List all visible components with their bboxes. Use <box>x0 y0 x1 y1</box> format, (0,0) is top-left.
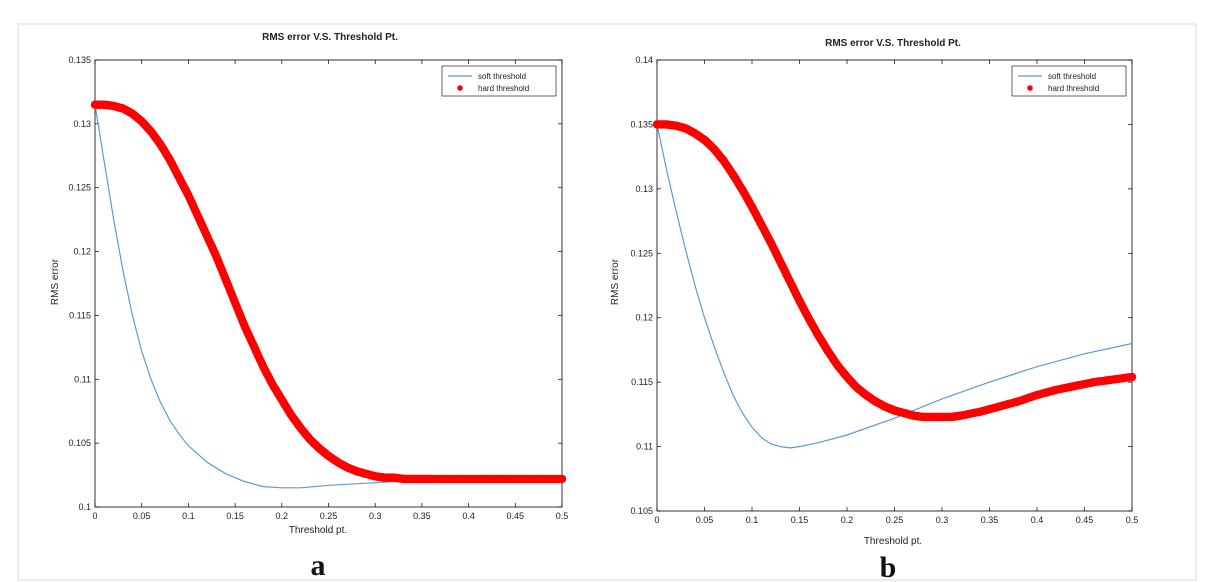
x-tick-label: 0.15 <box>791 515 809 525</box>
x-axis-label-a: Threshold pt. <box>289 525 347 536</box>
series-group-a <box>90 100 567 489</box>
legend-entry-label: soft threshold <box>478 72 526 81</box>
chart-title-a: RMS error V.S. Threshold Pt. <box>262 32 398 43</box>
y-tick-label: 0.115 <box>69 310 91 320</box>
legend-entry-label: hard threshold <box>478 84 529 93</box>
chart-title-b: RMS error V.S. Threshold Pt. <box>825 38 961 49</box>
legend-entry-label: hard threshold <box>1048 84 1099 93</box>
axis-ticks-b: 0 0.05 0.1 0.15 0.2 0.25 0.3 0.35 0.4 0.45 0.5 0.10… <box>630 55 1138 525</box>
y-tick-label: 0.135 <box>630 119 653 129</box>
x-tick-label: 0.45 <box>507 511 525 521</box>
y-axis-label-a: RMS error <box>50 258 61 305</box>
legend-box <box>441 65 557 97</box>
y-tick-label: 0.105 <box>68 438 91 448</box>
soft-threshold-line <box>94 104 562 489</box>
x-tick-label: 0.4 <box>462 511 475 521</box>
plot-area-a <box>94 59 563 508</box>
series-group-b <box>652 120 1137 449</box>
panel-letter-a: a <box>311 549 326 582</box>
x-tick-label: 0.5 <box>1126 515 1139 525</box>
x-tick-label: 0.45 <box>1076 515 1094 525</box>
y-tick-label: 0.12 <box>73 247 91 257</box>
y-tick-label: 0.11 <box>636 442 653 452</box>
legend-b: soft threshold hard threshold <box>1011 65 1127 97</box>
y-tick-label: 0.12 <box>635 313 653 323</box>
panel-letter-b: b <box>880 551 897 582</box>
x-tick-label: 0.2 <box>841 515 854 525</box>
x-tick-label: 0.1 <box>746 515 759 525</box>
x-tick-label: 0.35 <box>413 511 431 521</box>
x-tick-label: 0.4 <box>1031 515 1044 525</box>
soft-threshold-line <box>656 124 1133 449</box>
figure-frame <box>17 23 1197 581</box>
x-tick-label: 0.05 <box>133 511 151 521</box>
legend-marker-swatch <box>457 85 463 91</box>
hard-threshold-point <box>1127 372 1137 382</box>
y-tick-label: 0.105 <box>630 506 653 516</box>
x-axis-label-b: Threshold pt. <box>864 536 922 547</box>
legend-a: soft threshold hard threshold <box>441 65 557 97</box>
y-tick-label: 0.13 <box>635 184 653 194</box>
legend-marker-swatch <box>1027 85 1033 91</box>
axis-ticks-a: 0 0.05 0.1 0.15 0.2 0.25 0.3 0.35 0.4 0.45 0.50.10… <box>68 55 568 521</box>
x-tick-label: 0 <box>92 511 97 521</box>
x-tick-label: 0.05 <box>696 515 714 525</box>
y-tick-label: 0.135 <box>68 55 91 65</box>
chart-panel-a: RMS error V.S. Threshold Pt. 0 0.05 0.1 0.1… <box>50 32 568 582</box>
y-tick-label: 0.13 <box>73 119 91 129</box>
x-tick-label: 0.5 <box>556 511 569 521</box>
x-tick-label: 0.2 <box>276 511 289 521</box>
y-tick-label: 0.1 <box>78 502 91 512</box>
chart-panel-b: RMS error V.S. Threshold Pt. 0 0.05 0.1 0.1… <box>610 38 1138 582</box>
x-tick-label: 0.25 <box>886 515 904 525</box>
y-axis-label-b: RMS error <box>610 258 621 305</box>
y-tick-label: 0.11 <box>74 374 91 384</box>
x-tick-label: 0.25 <box>320 511 338 521</box>
y-tick-label: 0.115 <box>631 377 653 387</box>
y-tick-label: 0.125 <box>630 248 653 258</box>
legend-box <box>1011 65 1127 97</box>
x-tick-label: 0.3 <box>369 511 382 521</box>
plot-area-b <box>656 59 1133 512</box>
y-tick-label: 0.125 <box>68 183 91 193</box>
x-tick-label: 0 <box>654 515 659 525</box>
legend-entry-label: soft threshold <box>1048 72 1096 81</box>
x-tick-label: 0.1 <box>182 511 195 521</box>
x-tick-label: 0.15 <box>226 511 244 521</box>
x-tick-label: 0.3 <box>936 515 949 525</box>
hard-threshold-point <box>557 474 567 484</box>
x-tick-label: 0.35 <box>981 515 999 525</box>
y-tick-label: 0.14 <box>635 55 653 65</box>
